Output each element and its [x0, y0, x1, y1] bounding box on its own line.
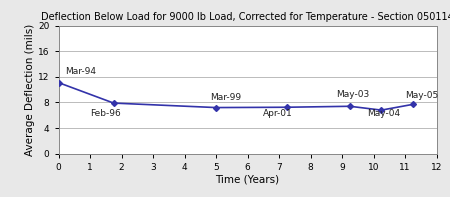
Text: Feb-96: Feb-96 [90, 110, 121, 118]
Text: May-05: May-05 [405, 91, 438, 100]
Text: May-03: May-03 [336, 90, 369, 99]
Title: Deflection Below Load for 9000 lb Load, Corrected for Temperature - Section 0501: Deflection Below Load for 9000 lb Load, … [41, 12, 450, 22]
Text: Mar-99: Mar-99 [210, 93, 241, 102]
X-axis label: Time (Years): Time (Years) [216, 175, 279, 184]
Text: May-04: May-04 [367, 110, 400, 118]
Text: Mar-94: Mar-94 [65, 67, 96, 76]
Text: Apr-01: Apr-01 [263, 110, 293, 118]
Y-axis label: Average Deflection (mils): Average Deflection (mils) [25, 23, 35, 156]
